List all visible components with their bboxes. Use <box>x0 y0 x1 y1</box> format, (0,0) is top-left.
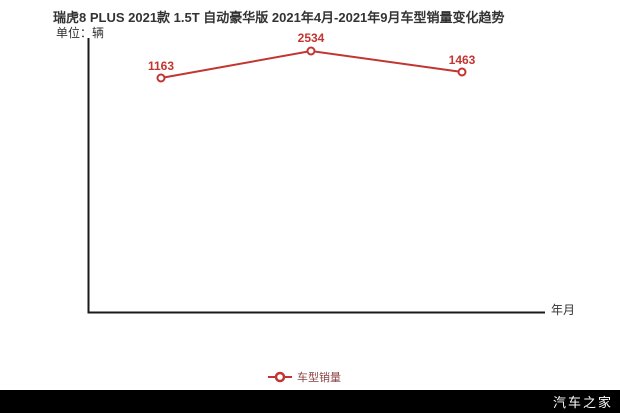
footer-bar: 汽车之家 <box>0 390 620 413</box>
legend-label: 车型销量 <box>297 372 341 384</box>
y-axis-unit-label: 单位：辆 <box>56 26 105 40</box>
autohome-brand-logo: 汽车之家 <box>552 395 613 410</box>
x-axis-label: 年月 <box>551 303 576 317</box>
data-point-value-label: 2534 <box>297 31 325 45</box>
data-point-marker <box>156 73 166 83</box>
data-point-marker <box>306 46 316 56</box>
data-point-marker <box>457 67 467 77</box>
axis-lines <box>87 38 545 314</box>
data-point-value-label: 1163 <box>147 59 175 73</box>
data-point-value-label: 1463 <box>448 53 476 67</box>
legend-item-sales[interactable]: 车型销量 <box>267 369 341 385</box>
line-series-marker-icon <box>268 371 292 383</box>
chart-title: 瑞虎8 PLUS 2021款 1.5T 自动豪华版 2021年4月-2021年9… <box>53 10 505 25</box>
